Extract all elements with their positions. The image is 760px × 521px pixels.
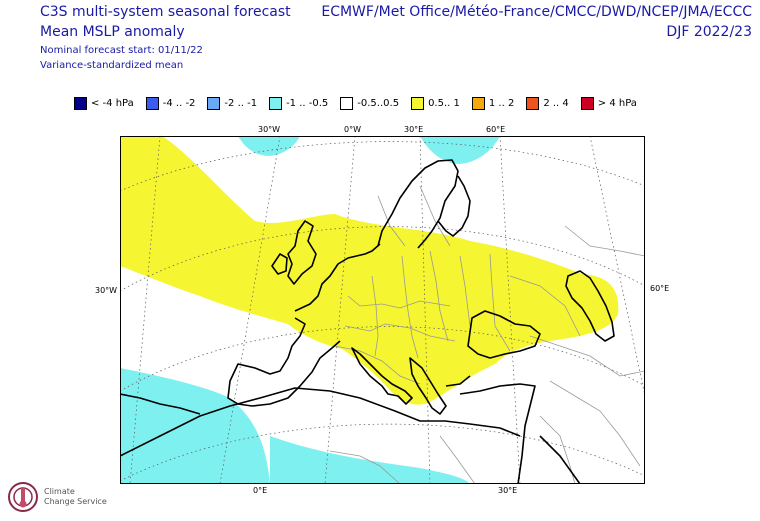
coast-balkans-greece [409,357,471,415]
grid-label-bottom-0e: 0°E [253,486,268,495]
coast-caspian [565,270,615,342]
legend-item: -1 .. -0.5 [269,96,329,110]
coast-north-africa [120,387,521,457]
grid-label-top-0w: 0°W [344,125,361,134]
legend-swatch [471,96,485,110]
negative-anomaly-southwest [120,368,270,484]
legend: < -4 hPa -4 .. -2 -2 .. -1 -1 .. -0.5 -0.5..… [74,95,649,111]
systems-list: ECMWF/Met Office/Météo-France/CMCC/DWD/N… [321,4,752,20]
legend-swatch [74,96,87,110]
season-label: DJF 2022/23 [666,24,752,40]
legend-swatch [340,96,354,110]
legend-label: 0.5.. 1 [428,97,460,109]
logo-text-change-service: Change Service [44,497,107,506]
legend-label: -0.5..0.5 [357,97,400,109]
coast-italy [351,347,413,405]
grid-label-bottom-30e: 30°E [498,486,518,495]
legend-item: -0.5..0.5 [340,96,400,110]
legend-item: 0.5.. 1 [411,96,460,110]
legend-label: 2 .. 4 [543,97,569,109]
mean-type: Variance-standardized mean [40,60,184,71]
legend-item: > 4 hPa [580,96,637,110]
legend-item: 2 .. 4 [526,96,569,110]
grid-label-top-60e: 60°E [486,125,506,134]
coastlines [120,159,615,484]
c3s-logo: Climate Change Service [6,478,116,518]
grid-label-left-30w: 30°W [95,286,118,295]
negative-anomaly-north-atlantic [238,136,300,156]
country-borders [329,185,645,484]
coast-west-europe [294,243,381,312]
grid-label-top-30e: 30°E [404,125,424,134]
negative-anomaly-sahara [270,436,470,484]
legend-swatch [526,96,540,110]
map-canvas [120,136,645,484]
legend-swatch [145,96,159,110]
coast-black-sea [467,310,541,359]
coast-turkey-levant [459,383,536,484]
coast-uk [271,220,317,285]
coast-iberia [227,317,341,407]
legend-swatch [411,96,425,110]
legend-swatch [269,96,283,110]
legend-item: -2 .. -1 [207,96,258,110]
grid-label-top-30w: 30°W [258,125,281,134]
legend-item: 1 .. 2 [471,96,515,110]
map-frame [120,136,645,484]
legend-swatch [580,96,594,110]
climate-logo-icon [8,482,38,512]
forecast-start: Nominal forecast start: 01/11/22 [40,45,203,56]
legend-item: -4 .. -2 [145,96,196,110]
legend-label: -4 .. -2 [162,97,196,109]
legend-label: 1 .. 2 [488,97,515,109]
negative-anomaly-scandinavia [420,136,500,164]
legend-swatch [207,96,221,110]
legend-label: -2 .. -1 [224,97,258,109]
map-title: C3S multi-system seasonal forecast [40,4,291,20]
legend-item: < -4 hPa [74,96,134,110]
coast-norway-sweden-finland [377,159,471,249]
coast-arabia [539,435,581,484]
grid-label-right-60e: 60°E [650,284,670,293]
legend-label: > 4 hPa [597,97,637,109]
map-subtitle: Mean MSLP anomaly [40,24,185,40]
legend-label: < -4 hPa [91,97,134,109]
coast-west-africa [120,393,201,415]
logo-text-climate: Climate [44,487,75,496]
legend-label: -1 .. -0.5 [286,97,329,109]
positive-anomaly-region [120,136,619,405]
